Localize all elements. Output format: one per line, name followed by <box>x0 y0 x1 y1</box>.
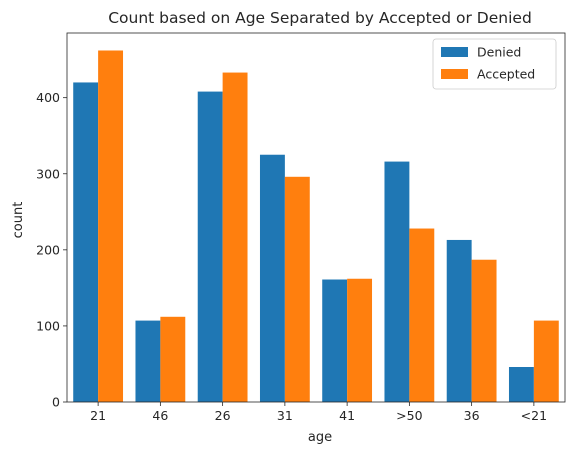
bar-denied-31 <box>259 154 285 402</box>
y-tick-label: 200 <box>36 242 60 257</box>
x-tick-label: >50 <box>396 408 422 423</box>
bar-denied-lt21 <box>508 367 534 402</box>
bar-accepted-41 <box>347 278 373 402</box>
y-tick-label: 400 <box>36 90 60 105</box>
bar-denied-36 <box>446 239 472 402</box>
legend-label-accepted: Accepted <box>477 67 535 82</box>
bar-denied-41 <box>322 279 348 402</box>
chart-title: Count based on Age Separated by Accepted… <box>108 9 532 27</box>
x-tick-label: 46 <box>152 408 168 423</box>
bar-accepted-21 <box>98 50 124 403</box>
x-tick-label: 41 <box>339 408 355 423</box>
y-tick-label: 0 <box>52 395 60 410</box>
x-tick-label: <21 <box>521 408 547 423</box>
x-axis-label: age <box>308 430 332 445</box>
x-tick-label: 21 <box>90 408 106 423</box>
bar-accepted-31 <box>284 176 310 402</box>
legend-swatch-accepted <box>441 69 468 79</box>
bar-accepted-46 <box>160 316 186 402</box>
y-tick-label: 300 <box>36 166 60 181</box>
legend-label-denied: Denied <box>477 45 521 60</box>
y-tick-label: 100 <box>36 318 60 333</box>
bar-denied-21 <box>73 82 99 402</box>
bar-accepted-26 <box>222 72 248 402</box>
bar-denied-46 <box>135 320 161 402</box>
y-axis-label: count <box>11 202 26 239</box>
x-tick-label: 26 <box>215 408 231 423</box>
bar-denied-26 <box>197 91 223 403</box>
legend: Denied Accepted <box>432 38 557 90</box>
x-tick-label: 31 <box>277 408 293 423</box>
x-tick-label: 36 <box>464 408 480 423</box>
bar-denied-gt50 <box>384 161 410 402</box>
bar-accepted-36 <box>471 259 497 402</box>
plot-area: 21 46 26 31 41 >50 36 <21 0 100 200 300 400 <box>36 32 566 423</box>
bar-accepted-lt21 <box>533 320 559 402</box>
legend-swatch-denied <box>441 47 468 57</box>
bar-accepted-gt50 <box>409 228 435 402</box>
plot-frame <box>66 32 566 403</box>
